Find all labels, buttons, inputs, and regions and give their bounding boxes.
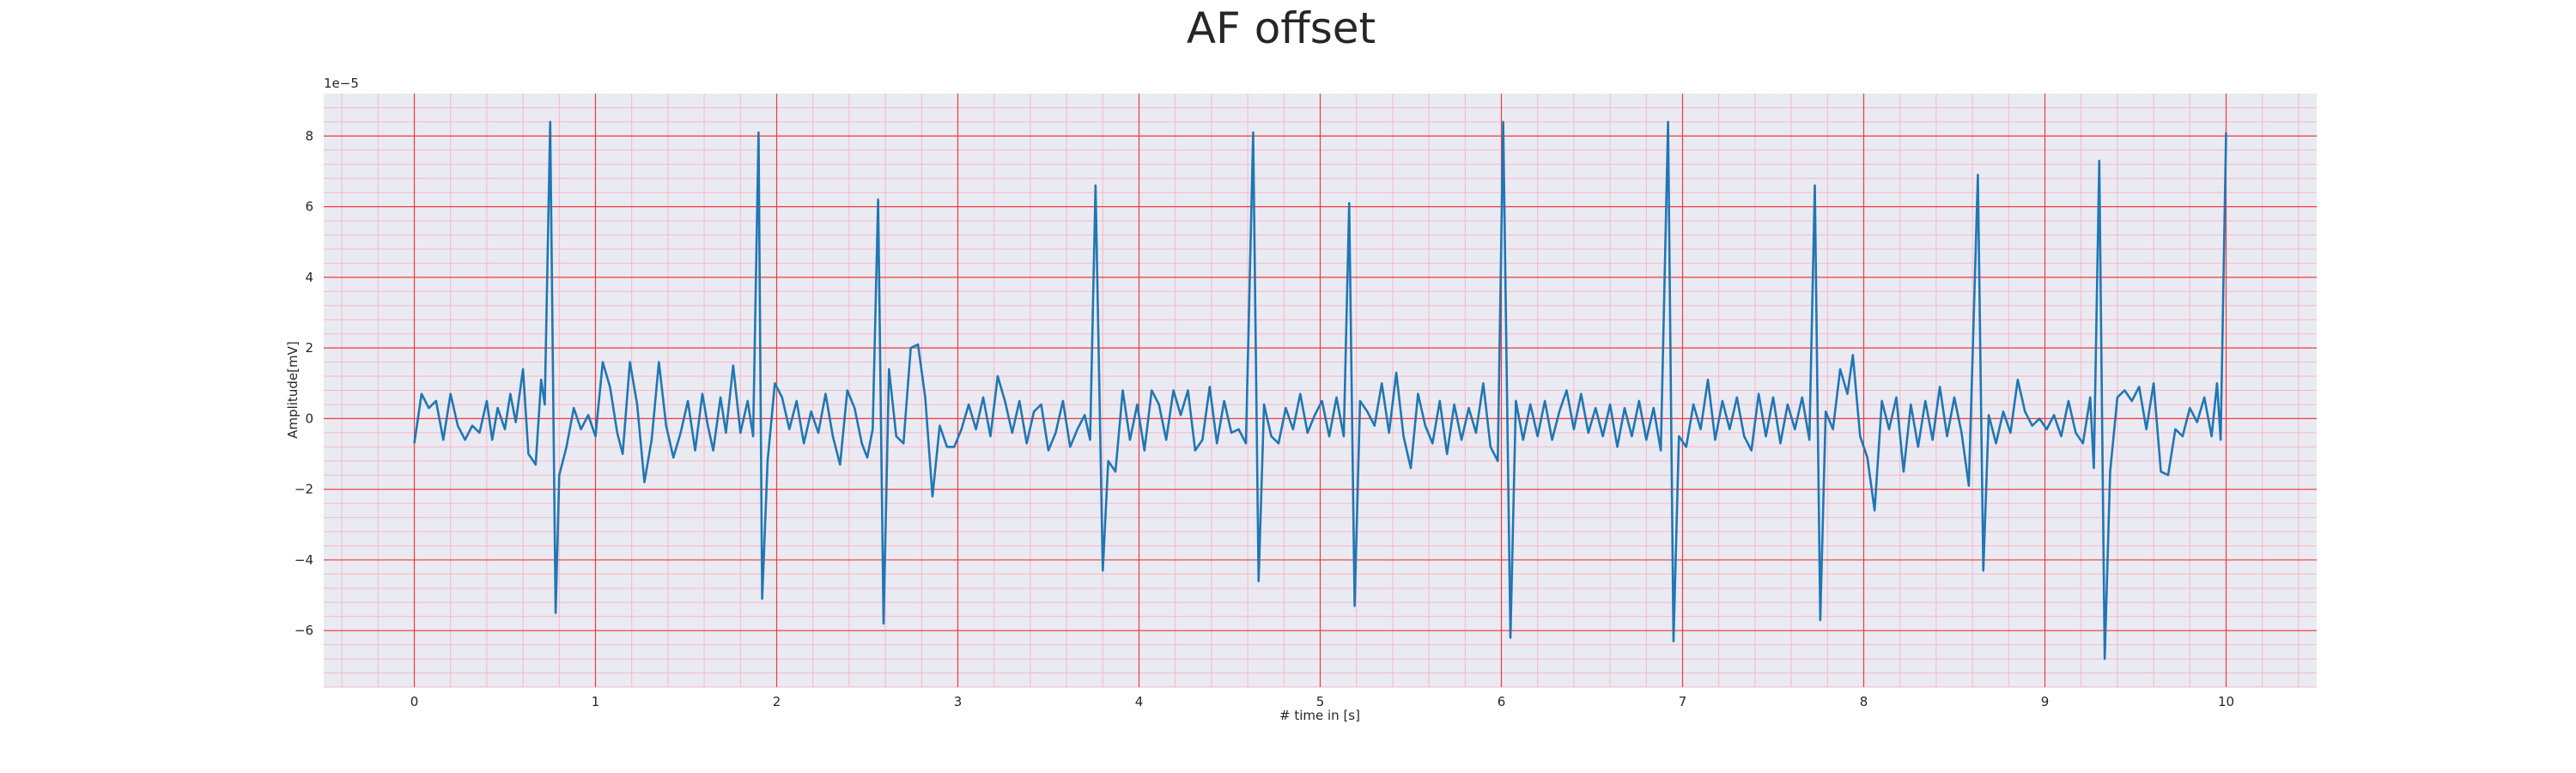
x-axis-label: # time in [s]	[1279, 708, 1360, 723]
chart-title: AF offset	[1187, 3, 1376, 53]
y-tick-label: 0	[305, 411, 313, 426]
x-tick-label: 4	[1135, 694, 1144, 709]
x-tick-label: 6	[1498, 694, 1506, 709]
y-tick-label: 8	[305, 128, 313, 143]
y-tick-label: −4	[295, 552, 313, 568]
y-tick-label: −6	[295, 623, 313, 638]
x-tick-label: 1	[592, 694, 600, 709]
y-tick-label: 4	[305, 270, 313, 285]
data-line	[413, 120, 2227, 660]
x-tick-label: 0	[410, 694, 419, 709]
x-tick-label: 10	[2218, 694, 2234, 709]
y-tick-label: 6	[305, 199, 313, 215]
offset-text: 1e−5	[324, 76, 359, 91]
y-tick-label: −2	[295, 482, 313, 497]
y-axis-label: Amplitude[mV]	[285, 341, 301, 438]
x-tick-label: 3	[954, 694, 963, 709]
x-tick-label: 8	[1860, 694, 1868, 709]
x-tick-label: 2	[773, 694, 781, 709]
y-tick-label: 2	[305, 340, 313, 356]
x-tick-label: 9	[2041, 694, 2050, 709]
x-tick-label: 5	[1316, 694, 1325, 709]
x-tick-label: 7	[1679, 694, 1687, 709]
